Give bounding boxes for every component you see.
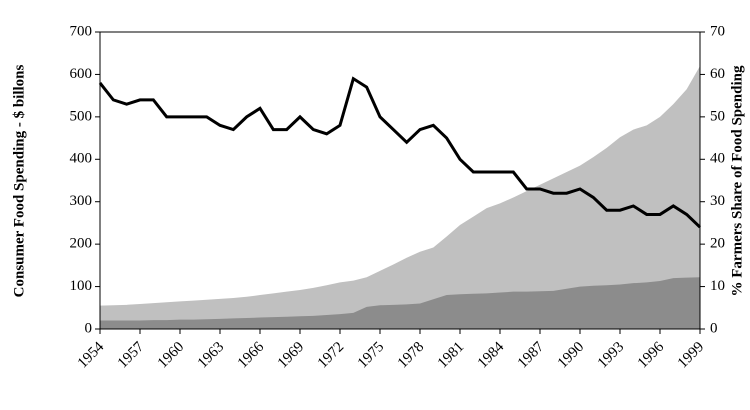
x-tick-label: 1987 bbox=[515, 339, 548, 372]
y2-tick-label: 70 bbox=[710, 23, 725, 39]
x-tick-label: 1969 bbox=[275, 339, 308, 372]
x-tick-label: 1981 bbox=[435, 339, 468, 372]
y2-tick-label: 60 bbox=[710, 66, 725, 82]
x-tick-label: 1963 bbox=[195, 339, 228, 372]
y-tick-label: 600 bbox=[70, 66, 93, 82]
x-tick-label: 1966 bbox=[235, 339, 268, 372]
area bbox=[100, 65, 700, 329]
y-tick-label: 0 bbox=[85, 320, 93, 336]
area bbox=[100, 277, 700, 329]
y-tick-label: 200 bbox=[70, 236, 93, 252]
y2-tick-label: 10 bbox=[710, 278, 725, 294]
x-tick-label: 1978 bbox=[395, 339, 428, 372]
x-tick-label: 1984 bbox=[475, 339, 508, 372]
y2-tick-label: 0 bbox=[710, 320, 718, 336]
y2-tick-label: 50 bbox=[710, 108, 725, 124]
x-tick-label: 1957 bbox=[115, 339, 148, 372]
y2-tick-label: 20 bbox=[710, 236, 725, 252]
x-tick-label: 1954 bbox=[75, 339, 108, 372]
y-tick-label: 100 bbox=[70, 278, 93, 294]
y-tick-label: 500 bbox=[70, 108, 93, 124]
y-tick-label: 700 bbox=[70, 23, 93, 39]
y-axis-title: Consumer Food Spending - $ billons bbox=[11, 64, 27, 297]
plot-frame bbox=[99, 31, 701, 330]
x-tick-label: 1993 bbox=[595, 339, 628, 372]
y2-tick-label: 40 bbox=[710, 151, 725, 167]
y2-tick-label: 30 bbox=[710, 193, 725, 209]
y-tick-label: 300 bbox=[70, 193, 93, 209]
x-tick-label: 1972 bbox=[315, 339, 348, 372]
x-tick-label: 1960 bbox=[155, 339, 188, 372]
y-tick-label: 400 bbox=[70, 151, 93, 167]
x-tick-label: 1999 bbox=[675, 339, 708, 372]
x-tick-label: 1996 bbox=[635, 339, 668, 372]
line bbox=[98, 76, 702, 229]
x-tick-label: 1975 bbox=[355, 339, 388, 372]
y2-axis-title: % Farmers Share of Food Spending bbox=[729, 65, 745, 296]
x-tick-label: 1990 bbox=[555, 339, 588, 372]
